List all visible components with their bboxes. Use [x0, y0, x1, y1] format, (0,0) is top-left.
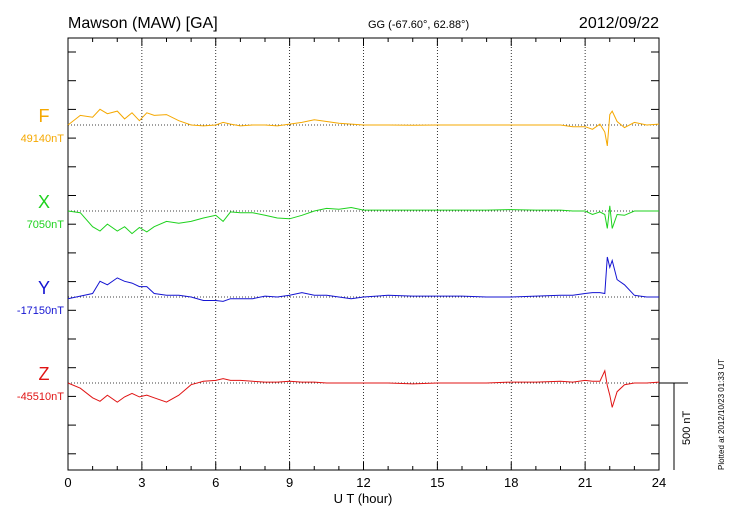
scale-bar-label: 500 nT	[681, 410, 693, 445]
plotted-timestamp: Plotted at 2012/10/23 01:33 UT	[717, 359, 726, 470]
x-tick-label: 15	[430, 475, 444, 490]
series-name-z: Z	[39, 364, 50, 384]
x-axis-label: U T (hour)	[334, 491, 393, 506]
baseline-label-z: -45510nT	[17, 391, 64, 403]
baseline-label-y: -17150nT	[17, 305, 64, 317]
x-tick-label: 24	[652, 475, 666, 490]
vertical-grid	[141, 38, 586, 470]
component-labels: F 49140nT X 7050nT Y -17150nT Z -45510nT	[17, 106, 64, 403]
series-line-y	[67, 256, 659, 302]
x-tick-label: 12	[356, 475, 370, 490]
x-tick-label: 9	[286, 475, 293, 490]
series-line-f	[67, 108, 660, 146]
axis-ticks	[67, 38, 660, 470]
station-coordinates: GG (-67.60°, 62.88°)	[368, 19, 469, 31]
x-tick-label: 6	[212, 475, 219, 490]
series-name-x: X	[38, 192, 50, 212]
series-name-f: F	[39, 106, 50, 126]
x-tick-label: 0	[64, 475, 71, 490]
plot-date: 2012/09/22	[579, 15, 659, 32]
series-lines	[67, 108, 660, 408]
station-title: Mawson (MAW) [GA]	[68, 15, 218, 32]
series-line-z	[67, 369, 660, 408]
baseline-label-x: 7050nT	[27, 219, 65, 231]
scale-bar: 500 nT	[659, 382, 693, 470]
x-tick-label: 18	[504, 475, 518, 490]
x-tick-label: 3	[138, 475, 145, 490]
baseline-label-f: 49140nT	[21, 133, 65, 145]
series-line-x	[67, 205, 659, 235]
x-tick-labels: 0 3 6 9 12 15 18 21 24	[64, 475, 666, 490]
series-name-y: Y	[38, 278, 50, 298]
x-tick-label: 21	[578, 475, 592, 490]
